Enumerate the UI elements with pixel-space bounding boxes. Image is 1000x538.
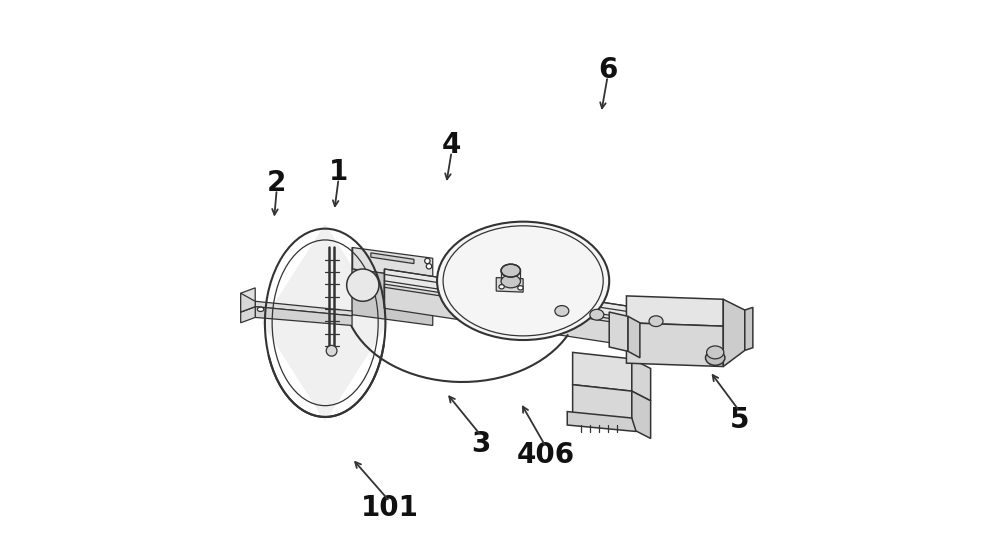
Ellipse shape xyxy=(649,316,663,327)
Polygon shape xyxy=(255,307,352,325)
Polygon shape xyxy=(384,269,702,342)
Polygon shape xyxy=(352,247,433,280)
Text: 1: 1 xyxy=(329,158,348,186)
Polygon shape xyxy=(567,412,636,431)
Ellipse shape xyxy=(555,306,569,316)
Ellipse shape xyxy=(326,345,337,356)
Ellipse shape xyxy=(437,222,609,340)
Ellipse shape xyxy=(706,350,725,365)
Text: 4: 4 xyxy=(442,131,461,159)
Polygon shape xyxy=(609,312,628,351)
Ellipse shape xyxy=(501,264,520,277)
Ellipse shape xyxy=(425,258,430,264)
Ellipse shape xyxy=(426,264,432,269)
Polygon shape xyxy=(496,278,523,292)
Ellipse shape xyxy=(499,285,504,289)
Polygon shape xyxy=(255,301,352,316)
Polygon shape xyxy=(241,307,255,323)
Polygon shape xyxy=(384,284,702,357)
Polygon shape xyxy=(723,299,745,366)
Ellipse shape xyxy=(590,309,604,320)
Ellipse shape xyxy=(518,286,523,290)
Polygon shape xyxy=(745,307,753,350)
Text: 406: 406 xyxy=(517,441,575,469)
Polygon shape xyxy=(626,323,723,366)
Polygon shape xyxy=(628,316,640,358)
Polygon shape xyxy=(371,253,414,264)
Ellipse shape xyxy=(501,275,520,288)
Ellipse shape xyxy=(257,307,264,312)
Text: 6: 6 xyxy=(598,56,617,84)
Polygon shape xyxy=(573,385,632,429)
Polygon shape xyxy=(241,288,255,312)
Text: 5: 5 xyxy=(730,406,749,434)
Polygon shape xyxy=(241,293,255,312)
Polygon shape xyxy=(262,224,388,422)
Ellipse shape xyxy=(707,346,724,359)
Polygon shape xyxy=(632,391,651,438)
Text: 3: 3 xyxy=(471,430,491,458)
Polygon shape xyxy=(626,296,723,326)
Polygon shape xyxy=(352,269,433,325)
Text: 101: 101 xyxy=(361,494,419,522)
Polygon shape xyxy=(573,352,632,391)
Polygon shape xyxy=(632,359,651,401)
Text: 2: 2 xyxy=(267,169,286,197)
Ellipse shape xyxy=(347,269,379,301)
